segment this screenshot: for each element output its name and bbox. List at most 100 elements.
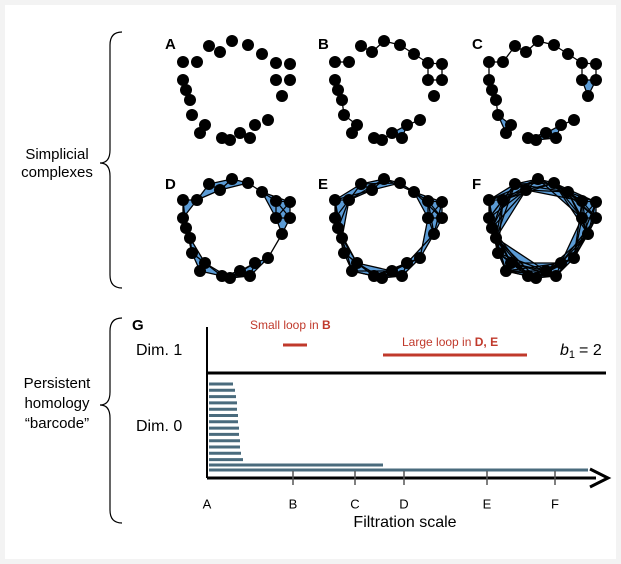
vertex: [436, 196, 448, 208]
vertex: [550, 132, 562, 144]
vertex: [378, 173, 390, 185]
vertex: [249, 257, 261, 269]
vertex: [346, 265, 358, 277]
vertex: [550, 270, 562, 282]
vertex: [568, 252, 580, 264]
vertex: [422, 57, 434, 69]
vertex: [396, 270, 408, 282]
vertex: [582, 228, 594, 240]
panel-label: B: [318, 36, 329, 53]
page: Simplicial complexes Persistent homology…: [0, 0, 621, 564]
vertex: [366, 46, 378, 58]
side-label: complexes: [21, 164, 93, 181]
side-label: Simplicial: [25, 146, 88, 163]
panel-label: C: [472, 36, 483, 53]
axis-label: Filtration scale: [353, 514, 456, 531]
vertex: [436, 58, 448, 70]
vertex: [500, 127, 512, 139]
vertex: [532, 35, 544, 47]
vertex: [509, 40, 521, 52]
vertex: [284, 196, 296, 208]
vertex: [555, 119, 567, 131]
vertex: [576, 195, 588, 207]
vertex: [194, 127, 206, 139]
betti-sub: 1: [569, 349, 575, 361]
vertex: [249, 119, 261, 131]
vertex: [408, 186, 420, 198]
tick-label: C: [350, 496, 359, 511]
vertex: [270, 74, 282, 86]
side-label: homology: [24, 395, 90, 412]
panel-label: G: [132, 317, 144, 334]
vertex: [414, 252, 426, 264]
vertex: [530, 272, 542, 284]
vertex: [276, 90, 288, 102]
tick-label: D: [399, 496, 408, 511]
betti: b1 = 2: [560, 342, 602, 361]
vertex: [428, 228, 440, 240]
vertex: [497, 56, 509, 68]
vertex: [329, 194, 341, 206]
vertex: [422, 195, 434, 207]
vertex: [329, 56, 341, 68]
vertex: [483, 194, 495, 206]
vertex: [332, 84, 344, 96]
betti-rest: = 2: [579, 342, 602, 359]
vertex: [355, 40, 367, 52]
vertex: [530, 134, 542, 146]
vertex: [562, 186, 574, 198]
vertex: [483, 56, 495, 68]
vertex: [422, 212, 434, 224]
annotation: Small loop in B: [250, 318, 331, 332]
vertex: [203, 40, 215, 52]
vertex: [401, 119, 413, 131]
vertex: [436, 74, 448, 86]
vertex: [270, 212, 282, 224]
vertex: [576, 212, 588, 224]
vertex: [284, 212, 296, 224]
vertex: [214, 46, 226, 58]
vertex: [376, 272, 388, 284]
vertex: [394, 39, 406, 51]
tick-label: B: [289, 496, 298, 511]
vertex: [338, 109, 350, 121]
panel-label: D: [165, 176, 176, 193]
vertex: [396, 132, 408, 144]
annotation-bold: D, E: [475, 335, 498, 349]
vertex: [408, 48, 420, 60]
vertex: [343, 56, 355, 68]
vertex: [177, 56, 189, 68]
vertex: [276, 228, 288, 240]
vertex: [378, 35, 390, 47]
vertex: [177, 194, 189, 206]
side-label: Persistent: [24, 375, 92, 392]
vertex: [376, 134, 388, 146]
betti-symbol: b: [560, 342, 569, 359]
vertex: [284, 74, 296, 86]
vertex: [548, 39, 560, 51]
vertex: [242, 177, 254, 189]
vertex: [492, 109, 504, 121]
vertex: [555, 257, 567, 269]
dim-label: Dim. 1: [136, 342, 182, 359]
panel-label: E: [318, 176, 328, 193]
vertex: [194, 265, 206, 277]
vertex: [256, 48, 268, 60]
vertex: [346, 127, 358, 139]
vertex: [394, 177, 406, 189]
panel-label: A: [165, 36, 176, 53]
dim-label: Dim. 0: [136, 418, 182, 435]
vertex: [590, 74, 602, 86]
vertex: [436, 212, 448, 224]
vertex: [191, 194, 203, 206]
vertex: [520, 46, 532, 58]
vertex: [270, 57, 282, 69]
vertex: [284, 58, 296, 70]
vertex: [366, 184, 378, 196]
vertex: [486, 222, 498, 234]
vertex: [224, 134, 236, 146]
annotation: Large loop in D, E: [402, 335, 498, 349]
vertex: [497, 194, 509, 206]
vertex: [568, 114, 580, 126]
vertex: [256, 186, 268, 198]
